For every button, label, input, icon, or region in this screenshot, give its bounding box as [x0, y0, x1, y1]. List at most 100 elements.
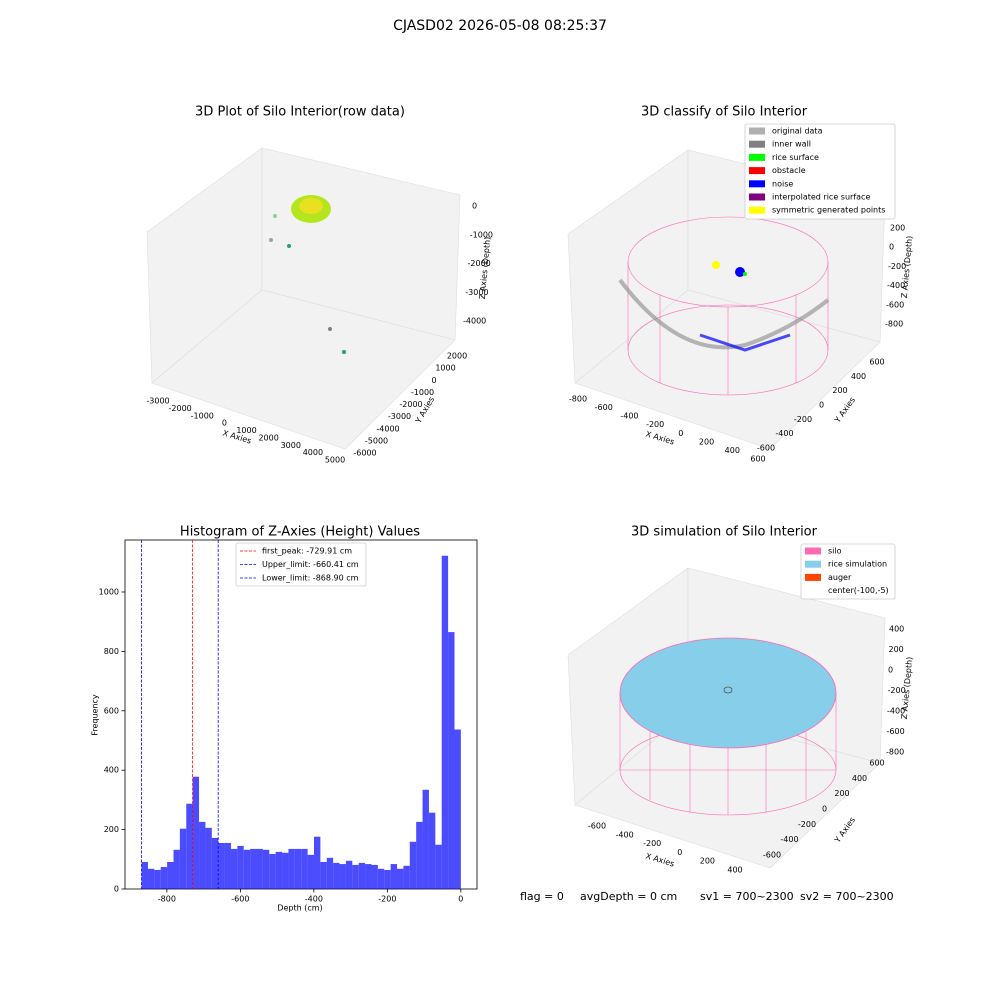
x-tick-label: -600	[588, 822, 606, 831]
hist-bar	[186, 803, 193, 889]
x-tick-label: -600	[231, 895, 249, 904]
z-tick-label: -3000	[465, 288, 488, 297]
hist-bar	[275, 851, 283, 889]
hist-bar	[326, 857, 334, 889]
z-tick-label: -200	[888, 686, 906, 695]
legend-label: Lower_limit: -868.90 cm	[262, 574, 359, 583]
y-tick-label: -400	[775, 429, 793, 438]
hist-bar	[179, 828, 187, 889]
silo-wire-3	[619, 637, 837, 816]
legend-label: noise	[772, 179, 793, 188]
x-tick-label: -400	[620, 412, 638, 421]
y-tick-label: 600	[104, 706, 119, 715]
x-tick-label: 400	[725, 446, 740, 455]
subplot-title: 3D Plot of Silo Interior(row data)	[195, 105, 405, 120]
legend-label: center(-100,-5)	[828, 586, 889, 595]
hist-bar	[409, 841, 417, 889]
x-tick-label: -800	[569, 395, 587, 404]
z-tick-label: 200	[890, 224, 905, 233]
x-tick-label: 0	[677, 848, 682, 857]
y-tick-label: -200	[798, 820, 816, 829]
legend-label: interpolated rice surface	[772, 193, 870, 202]
hist-bar	[390, 864, 398, 889]
subplot-title: 3D simulation of Silo Interior	[631, 525, 818, 540]
x-tick-label: 200	[700, 857, 715, 866]
x-tick-label: -200	[378, 895, 396, 904]
hist-bar	[147, 868, 155, 889]
hist-bar	[224, 842, 231, 889]
z-tick-label: -400	[887, 281, 905, 290]
legend-swatch	[749, 153, 765, 161]
hist-bar	[192, 776, 200, 889]
x-tick-label: 0	[222, 419, 227, 428]
hist-bar	[141, 861, 148, 889]
x-tick-label: 5000	[325, 456, 345, 465]
hist-bar	[288, 848, 295, 889]
x-axis-label: Depth (cm)	[277, 904, 322, 913]
z-tick-label: -800	[885, 320, 903, 329]
hist-bar	[307, 854, 314, 889]
legend-swatch	[805, 587, 821, 595]
hist-bar	[262, 849, 270, 889]
subplot-title: 3D classify of Silo Interior	[641, 105, 808, 120]
y-tick-label: 1000	[99, 587, 119, 596]
x-tick-label: 0	[678, 429, 683, 438]
z-tick-label: -600	[887, 727, 905, 736]
x-tick-label: 2000	[258, 433, 278, 442]
x-tick-label: 600	[750, 455, 765, 464]
hist-bar	[339, 864, 346, 889]
hist-bar	[282, 852, 289, 889]
x-tick-label: -200	[643, 839, 661, 848]
y-tick-label: 600	[869, 759, 884, 768]
x-tick-label: -600	[595, 403, 613, 412]
hist-bar	[199, 821, 206, 889]
x-tick-label: -400	[616, 830, 634, 839]
hist-bar	[333, 862, 340, 889]
y-tick-label: -2000	[399, 400, 422, 409]
hist-bar	[218, 842, 225, 889]
y-tick-label: 800	[104, 647, 119, 656]
y-tick-label: -6000	[353, 449, 376, 458]
y-axis-label: Frequency	[91, 694, 100, 736]
z-tick-label: 0	[889, 243, 894, 252]
legend-label: symmetric generated points	[772, 206, 885, 215]
x-tick-label: 3000	[281, 441, 301, 450]
legend-swatch	[749, 193, 765, 201]
legend-box	[800, 543, 896, 600]
x-tick-label: -2000	[169, 404, 192, 413]
y-tick-label: -3000	[388, 412, 411, 421]
suptitle: CJASD02 2026-05-08 08:25:37	[393, 18, 607, 34]
hist-bar	[237, 845, 244, 889]
hist-bar	[371, 864, 378, 889]
y-tick-label: -600	[757, 444, 775, 453]
hist-bar	[377, 868, 385, 889]
y-tick-label: 0	[822, 805, 827, 814]
y-tick-label: -4000	[376, 424, 399, 433]
legend-label: original data	[772, 127, 823, 136]
y-tick-label: 0	[431, 376, 436, 385]
y-tick-label: 0	[819, 401, 824, 410]
legend-swatch	[805, 573, 821, 581]
z-tick-label: -4000	[463, 317, 486, 326]
x-tick-label: 0	[458, 895, 463, 904]
y-tick-label: -200	[794, 415, 812, 424]
y-tick-label: 400	[104, 766, 119, 775]
legend-label: Upper_limit: -660.41 cm	[262, 560, 359, 569]
hist-bar	[313, 836, 321, 889]
hist-bar	[441, 555, 449, 889]
hist-bar	[397, 868, 404, 889]
hist-bar	[294, 848, 302, 889]
y-tick-label: -5000	[365, 436, 388, 445]
y-tick-label: 200	[832, 386, 847, 395]
z-tick-label: -800	[886, 748, 904, 757]
z-tick-label: -600	[886, 300, 904, 309]
hist-bar	[448, 632, 455, 889]
z-tick-label: 0	[472, 202, 477, 211]
legend-box	[235, 542, 367, 587]
y-tick-label: 200	[104, 825, 119, 834]
y-tick-label: 400	[851, 372, 866, 381]
silo-wire-1	[618, 216, 830, 396]
hist-bar	[167, 861, 174, 889]
legend-swatch	[749, 206, 765, 214]
z-tick-label: -1000	[470, 230, 493, 239]
